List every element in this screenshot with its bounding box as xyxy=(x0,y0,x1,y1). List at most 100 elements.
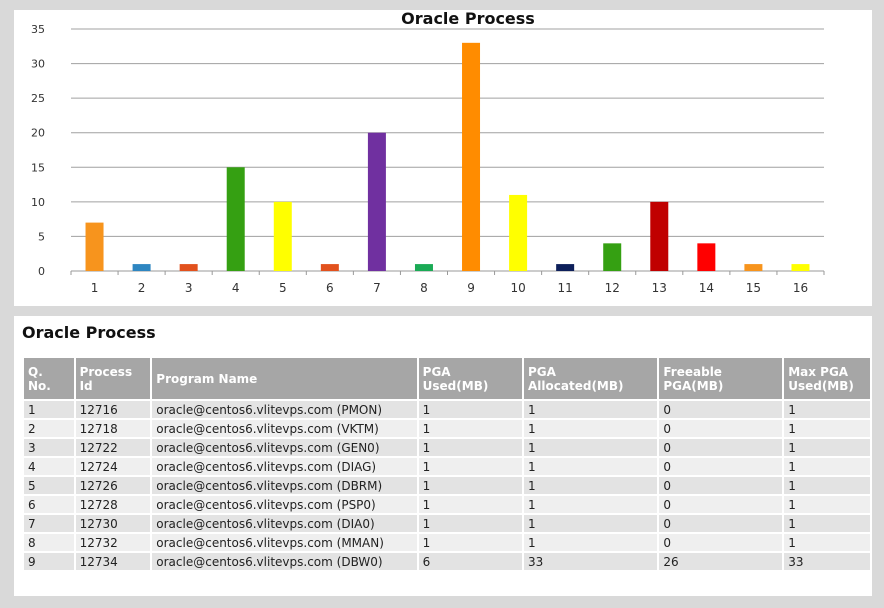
cell-pga-allocated: 1 xyxy=(522,418,660,439)
cell-pga-allocated: 1 xyxy=(522,475,660,496)
y-tick-label: 15 xyxy=(31,161,45,174)
cell-q-no: 3 xyxy=(22,437,76,458)
cell-pga-used: 1 xyxy=(416,456,525,477)
header-max-pga-used: Max PGA Used(MB) xyxy=(782,356,872,401)
cell-max-pga-used: 1 xyxy=(782,399,872,420)
cell-program-name: oracle@centos6.vlitevps.com (PMON) xyxy=(150,399,419,420)
cell-q-no: 4 xyxy=(22,456,76,477)
table-row: 6 12728 oracle@centos6.vlitevps.com (PSP0)… xyxy=(22,494,872,515)
cell-max-pga-used: 1 xyxy=(782,513,872,534)
cell-q-no: 7 xyxy=(22,513,76,534)
cell-pga-used: 1 xyxy=(416,399,525,420)
chart-title: Oracle Process xyxy=(401,9,535,28)
cell-process-id: 12716 xyxy=(73,399,153,420)
cell-freeable-pga: 0 xyxy=(657,437,785,458)
bar xyxy=(556,264,575,271)
cell-max-pga-used: 1 xyxy=(782,418,872,439)
bar xyxy=(226,167,245,271)
cell-max-pga-used: 33 xyxy=(782,551,872,572)
x-tick-label: 2 xyxy=(138,281,146,295)
x-tick-label: 5 xyxy=(279,281,287,295)
cell-freeable-pga: 26 xyxy=(657,551,785,572)
cell-freeable-pga: 0 xyxy=(657,456,785,477)
cell-process-id: 12718 xyxy=(73,418,153,439)
bar xyxy=(697,243,716,271)
x-tick-label: 15 xyxy=(746,281,761,295)
cell-q-no: 2 xyxy=(22,418,76,439)
bar xyxy=(603,243,622,271)
bar xyxy=(179,264,198,271)
table-row: 2 12718 oracle@centos6.vlitevps.com (VKTM)… xyxy=(22,418,872,439)
cell-pga-allocated: 1 xyxy=(522,456,660,477)
y-tick-label: 35 xyxy=(31,23,45,36)
cell-freeable-pga: 0 xyxy=(657,494,785,515)
x-tick-label: 9 xyxy=(467,281,475,295)
cell-q-no: 5 xyxy=(22,475,76,496)
cell-program-name: oracle@centos6.vlitevps.com (DBRM) xyxy=(150,475,419,496)
cell-freeable-pga: 0 xyxy=(657,532,785,553)
header-freeable-pga: Freeable PGA(MB) xyxy=(657,356,785,401)
x-tick-label: 11 xyxy=(558,281,573,295)
y-tick-label: 0 xyxy=(38,265,45,278)
y-tick-label: 10 xyxy=(31,196,45,209)
cell-pga-allocated: 1 xyxy=(522,513,660,534)
cell-pga-used: 1 xyxy=(416,532,525,553)
cell-max-pga-used: 1 xyxy=(782,456,872,477)
y-tick-label: 5 xyxy=(38,230,45,243)
cell-program-name: oracle@centos6.vlitevps.com (DBW0) xyxy=(150,551,419,572)
cell-max-pga-used: 1 xyxy=(782,532,872,553)
cell-max-pga-used: 1 xyxy=(782,475,872,496)
table-row: 3 12722 oracle@centos6.vlitevps.com (GEN0)… xyxy=(22,437,872,458)
header-pga-allocated: PGA Allocated(MB) xyxy=(522,356,660,401)
process-table: Q. No. Process Id Program Name PGA Used(… xyxy=(22,356,872,572)
table-row: 1 12716 oracle@centos6.vlitevps.com (PMON)… xyxy=(22,399,872,420)
table-row: 5 12726 oracle@centos6.vlitevps.com (DBRM)… xyxy=(22,475,872,496)
x-tick-label: 16 xyxy=(793,281,808,295)
table-panel: Oracle Process Q. No. Process Id Program… xyxy=(14,316,872,596)
header-process-id: Process Id xyxy=(73,356,153,401)
bar xyxy=(650,201,669,271)
x-tick-label: 14 xyxy=(699,281,714,295)
cell-pga-allocated: 1 xyxy=(522,437,660,458)
bar xyxy=(367,132,386,271)
table-row: 9 12734 oracle@centos6.vlitevps.com (DBW0)… xyxy=(22,551,872,572)
bar xyxy=(320,264,339,271)
x-tick-label: 6 xyxy=(326,281,334,295)
header-q-no: Q. No. xyxy=(22,356,76,401)
x-tick-label: 12 xyxy=(605,281,620,295)
chart-panel: 0 5 10 15 20 25 30 35 1 2 3 4 5 6 7 8 9 10 11 12 13 14 15 16 xyxy=(14,10,872,306)
cell-process-id: 12734 xyxy=(73,551,153,572)
cell-q-no: 8 xyxy=(22,532,76,553)
bar xyxy=(414,264,433,271)
bar xyxy=(791,264,810,271)
x-tick-label: 13 xyxy=(652,281,667,295)
cell-pga-used: 1 xyxy=(416,437,525,458)
cell-freeable-pga: 0 xyxy=(657,513,785,534)
cell-process-id: 12732 xyxy=(73,532,153,553)
table-header-row: Q. No. Process Id Program Name PGA Used(… xyxy=(22,356,872,401)
header-program-name: Program Name xyxy=(150,356,419,401)
cell-program-name: oracle@centos6.vlitevps.com (PSP0) xyxy=(150,494,419,515)
y-tick-label: 30 xyxy=(31,58,45,71)
cell-pga-used: 1 xyxy=(416,494,525,515)
table-row: 7 12730 oracle@centos6.vlitevps.com (DIA0)… xyxy=(22,513,872,534)
cell-program-name: oracle@centos6.vlitevps.com (VKTM) xyxy=(150,418,419,439)
y-tick-label: 25 xyxy=(31,92,45,105)
cell-process-id: 12728 xyxy=(73,494,153,515)
cell-process-id: 12726 xyxy=(73,475,153,496)
cell-process-id: 12724 xyxy=(73,456,153,477)
cell-freeable-pga: 0 xyxy=(657,399,785,420)
table-row: 8 12732 oracle@centos6.vlitevps.com (MMAN)… xyxy=(22,532,872,553)
cell-pga-allocated: 33 xyxy=(522,551,660,572)
cell-pga-allocated: 1 xyxy=(522,399,660,420)
cell-max-pga-used: 1 xyxy=(782,437,872,458)
table-row: 4 12724 oracle@centos6.vlitevps.com (DIAG)… xyxy=(22,456,872,477)
bar xyxy=(85,222,104,271)
bar xyxy=(132,264,151,271)
cell-pga-used: 1 xyxy=(416,418,525,439)
cell-process-id: 12730 xyxy=(73,513,153,534)
x-tick-label: 10 xyxy=(510,281,525,295)
x-tick-label: 7 xyxy=(373,281,381,295)
cell-pga-allocated: 1 xyxy=(522,494,660,515)
